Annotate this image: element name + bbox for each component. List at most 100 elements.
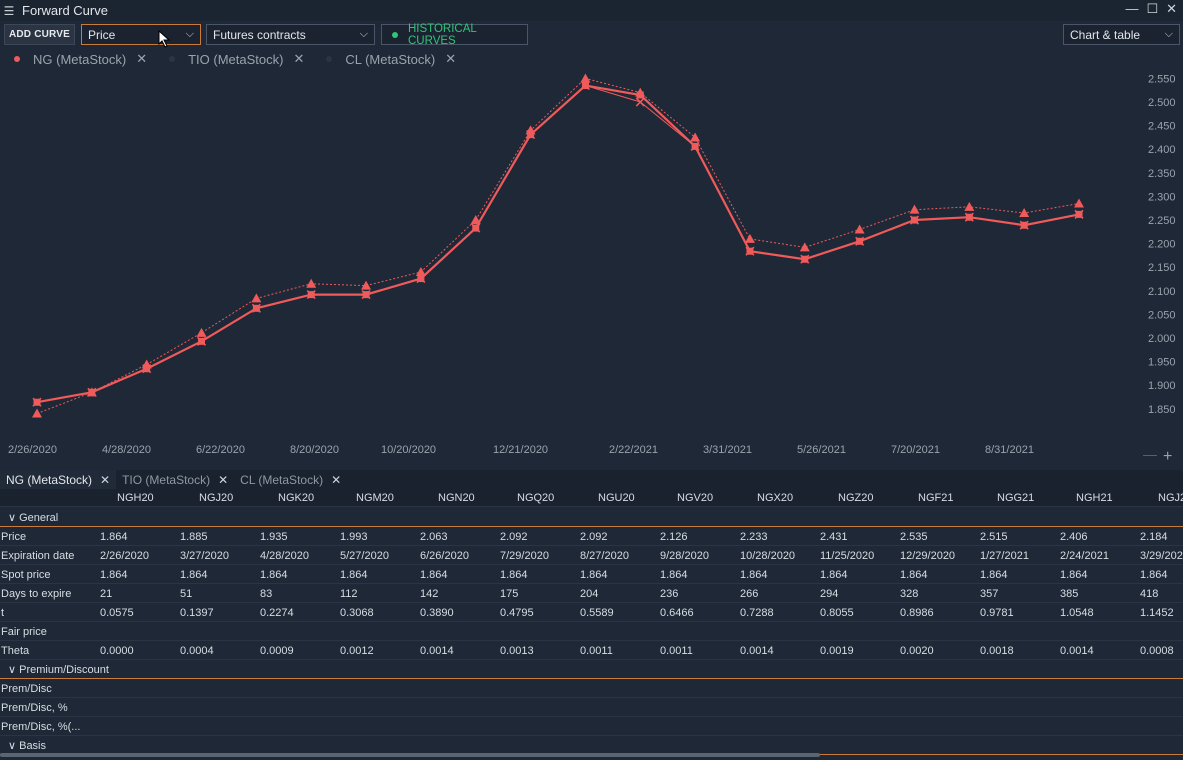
price-select[interactable]: Price ⌵ bbox=[81, 24, 201, 45]
table-cell: 6/26/2020 bbox=[420, 550, 469, 562]
forward-curve-chart[interactable]: 2.550 2.500 2.450 2.400 2.350 2.300 2.250 2.200… bbox=[0, 49, 1183, 465]
table-cell: 1.864 bbox=[100, 531, 128, 543]
table-cell: 1.1452 bbox=[1140, 607, 1174, 619]
column-header[interactable]: NGH21 bbox=[1076, 492, 1113, 504]
remove-curve-icon[interactable]: ✕ bbox=[136, 51, 148, 66]
price-select-value: Price bbox=[88, 27, 116, 42]
column-header[interactable]: NGZ20 bbox=[838, 492, 874, 504]
y-tick-label: 2.400 bbox=[1148, 144, 1176, 156]
table-cell: 1.864 bbox=[900, 569, 928, 581]
series-point-cross bbox=[635, 97, 645, 107]
toolbar: ADD CURVE Price ⌵ Futures contracts ⌵ HI… bbox=[0, 22, 1183, 48]
close-tab-icon[interactable]: ✕ bbox=[331, 472, 342, 487]
table-cell: 1.864 bbox=[660, 569, 688, 581]
remove-curve-icon[interactable]: ✕ bbox=[445, 51, 457, 66]
tab-tio[interactable]: TIO (MetaStock) ✕ bbox=[116, 470, 234, 489]
contracts-select[interactable]: Futures contracts ⌵ bbox=[206, 24, 375, 45]
minimize-icon[interactable]: — bbox=[1125, 1, 1139, 16]
hamburger-menu-icon[interactable]: ☰ bbox=[3, 3, 15, 18]
x-tick-label: 2/22/2021 bbox=[609, 444, 658, 456]
legend-item-tio[interactable]: TIO (MetaStock) ✕ bbox=[169, 51, 304, 67]
table-cell: 266 bbox=[740, 588, 759, 600]
close-tab-icon[interactable]: ✕ bbox=[100, 472, 111, 487]
chevron-down-icon: ⌵ bbox=[185, 28, 194, 40]
y-tick-label: 2.200 bbox=[1148, 239, 1176, 251]
remove-curve-icon[interactable]: ✕ bbox=[293, 51, 305, 66]
section-title: ∨ General bbox=[8, 512, 59, 524]
table-cell: 2.063 bbox=[420, 531, 448, 543]
table-cell: 0.3890 bbox=[420, 607, 454, 619]
series-point-triangle bbox=[854, 224, 865, 234]
table-cell: 1.864 bbox=[340, 569, 368, 581]
row-label: Fair price bbox=[1, 626, 47, 638]
table-cell: 12/29/2020 bbox=[900, 550, 956, 562]
view-select[interactable]: Chart & table ⌵ bbox=[1063, 24, 1180, 45]
close-tab-icon[interactable]: ✕ bbox=[218, 472, 229, 487]
table-cell: 175 bbox=[500, 588, 519, 600]
section-header[interactable]: ∨ General bbox=[0, 508, 1183, 527]
table-cell: 294 bbox=[820, 588, 839, 600]
table-cell: 11/25/2020 bbox=[820, 550, 875, 562]
row-label: Prem/Disc, % bbox=[1, 702, 68, 714]
y-tick-label: 2.000 bbox=[1148, 333, 1176, 345]
section-header[interactable]: ∨ Premium/Discount bbox=[0, 660, 1183, 679]
tab-label: CL (MetaStock) bbox=[240, 472, 324, 487]
legend-dot-icon bbox=[169, 56, 176, 62]
row-label: Spot price bbox=[1, 569, 51, 581]
series-line-solid bbox=[36, 84, 1080, 404]
series-point-square bbox=[1020, 221, 1028, 229]
tab-ng[interactable]: NG (MetaStock) ✕ bbox=[0, 470, 117, 489]
series-point-square bbox=[198, 337, 206, 345]
legend-label: NG (MetaStock) bbox=[33, 51, 127, 67]
series-point-triangle bbox=[1074, 198, 1084, 208]
maximize-icon[interactable]: ☐ bbox=[1146, 1, 1159, 16]
column-header[interactable]: NGU20 bbox=[598, 492, 635, 504]
column-header[interactable]: NGV20 bbox=[677, 492, 714, 504]
column-header[interactable]: NGQ20 bbox=[517, 492, 555, 504]
table-cell: 4/28/2020 bbox=[260, 550, 309, 562]
contracts-select-value: Futures contracts bbox=[213, 27, 306, 42]
y-tick-label: 2.450 bbox=[1148, 121, 1176, 133]
series-point-square bbox=[581, 82, 589, 90]
column-header[interactable]: NGJ2 bbox=[1158, 492, 1183, 504]
column-header[interactable]: NGX20 bbox=[757, 492, 794, 504]
column-header[interactable]: NGM20 bbox=[356, 492, 394, 504]
table-cell: 8/27/2020 bbox=[580, 550, 629, 562]
historical-curves-button[interactable]: HISTORICAL CURVES bbox=[381, 23, 528, 47]
tab-cl[interactable]: CL (MetaStock) ✕ bbox=[234, 470, 347, 489]
column-header[interactable]: NGJ20 bbox=[199, 492, 234, 504]
table-cell: 1.864 bbox=[740, 569, 768, 581]
table-cell: 2.431 bbox=[820, 531, 848, 543]
column-header[interactable]: NGF21 bbox=[918, 492, 954, 504]
table-row: Theta 0.0000 0.0004 0.0009 0.0012 0.0014 0.001… bbox=[0, 641, 1183, 660]
y-tick-label: 1.900 bbox=[1148, 380, 1176, 392]
series-point-triangle bbox=[744, 233, 755, 243]
table-row: Prem/Disc, % bbox=[0, 698, 1183, 717]
table-cell: 2.233 bbox=[740, 531, 768, 543]
table-cell: 236 bbox=[660, 588, 679, 600]
tab-label: TIO (MetaStock) bbox=[122, 472, 211, 487]
close-icon[interactable]: ✕ bbox=[1166, 1, 1177, 16]
add-curve-button[interactable]: ADD CURVE bbox=[4, 24, 75, 45]
table-cell: 0.8986 bbox=[900, 607, 934, 619]
series-point-square bbox=[252, 304, 260, 312]
table-cell: 0.3068 bbox=[340, 607, 374, 619]
series-point-square bbox=[801, 255, 809, 263]
column-header[interactable]: NGN20 bbox=[438, 492, 475, 504]
table-cell: 0.0014 bbox=[1060, 645, 1094, 657]
column-header[interactable]: NGK20 bbox=[278, 492, 315, 504]
column-header[interactable]: NGG21 bbox=[997, 492, 1035, 504]
series-point-triangle bbox=[909, 204, 920, 214]
table-cell: 2.092 bbox=[500, 531, 528, 543]
legend-item-ng[interactable]: NG (MetaStock) ✕ bbox=[14, 51, 147, 67]
table-row: Fair price bbox=[0, 622, 1183, 641]
table-cell: 1.993 bbox=[340, 531, 368, 543]
horizontal-scrollbar[interactable] bbox=[0, 753, 820, 757]
legend-item-cl[interactable]: CL (MetaStock) ✕ bbox=[326, 51, 456, 67]
table-cell: 0.0018 bbox=[980, 645, 1014, 657]
table-cell: 1.864 bbox=[1140, 569, 1168, 581]
table-cell: 0.5589 bbox=[580, 607, 614, 619]
series-point-square bbox=[527, 131, 535, 139]
column-header[interactable]: NGH20 bbox=[117, 492, 154, 504]
table-cell: 357 bbox=[980, 588, 999, 600]
